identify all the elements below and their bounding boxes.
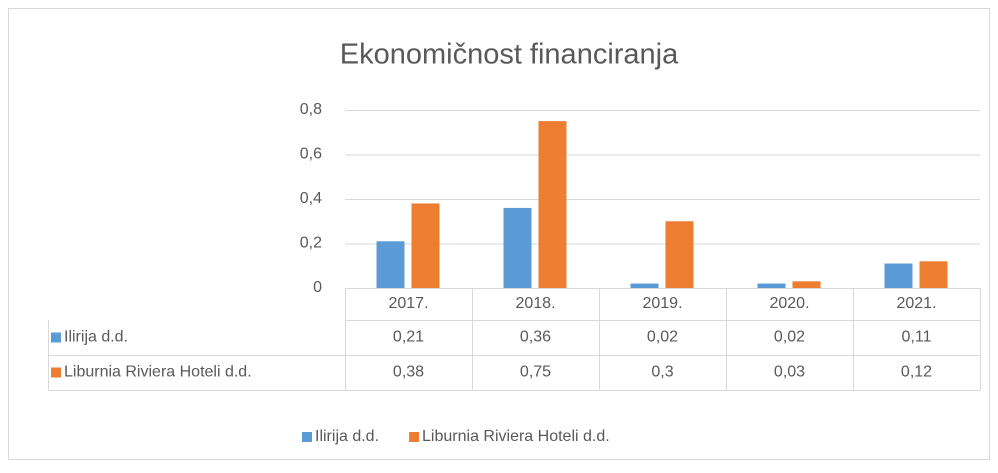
bar [503, 207, 532, 288]
bar [919, 261, 948, 288]
table-value: 0,11 [902, 329, 932, 346]
table-value: 0,02 [647, 329, 678, 346]
table-value: 0,12 [901, 364, 932, 381]
table-value: 0,21 [393, 329, 424, 346]
y-tick-label: 0,4 [300, 190, 322, 207]
table-value: 0,38 [393, 364, 424, 381]
x-tick-label: 2019. [642, 295, 682, 312]
table-value: 0,03 [774, 364, 805, 381]
table-series-name: Ilirija d.d. [64, 329, 128, 346]
table-legend-key [51, 367, 61, 378]
table-value: 0,36 [520, 329, 551, 346]
bar [538, 121, 567, 288]
legend-label: Liburnia Riviera Hoteli d.d. [422, 428, 610, 445]
x-tick-label: 2018. [515, 295, 555, 312]
x-tick-label: 2020. [769, 295, 809, 312]
table-legend-key [51, 332, 61, 343]
bar [376, 241, 405, 288]
bar [630, 283, 659, 288]
table-series-name: Liburnia Riviera Hoteli d.d. [64, 364, 252, 381]
y-tick-label: 0,8 [300, 101, 322, 118]
legend-key [409, 432, 420, 442]
y-tick-label: 0 [313, 279, 322, 296]
y-tick-label: 0,2 [300, 235, 322, 252]
x-tick-label: 2017. [388, 295, 428, 312]
table-value: 0,75 [520, 364, 551, 381]
bar [792, 281, 821, 288]
table-value: 0,02 [774, 329, 805, 346]
y-tick-label: 0,6 [300, 146, 322, 163]
chart-title: Ekonomičnost financiranja [340, 39, 679, 71]
bar [757, 283, 786, 288]
bar [411, 203, 440, 288]
x-tick-label: 2021. [896, 295, 936, 312]
bar [884, 263, 913, 288]
legend-key [302, 432, 312, 442]
table-value: 0,3 [651, 364, 673, 381]
bar [665, 221, 694, 288]
legend-label: Ilirija d.d. [315, 428, 379, 445]
chart-border [8, 8, 990, 460]
